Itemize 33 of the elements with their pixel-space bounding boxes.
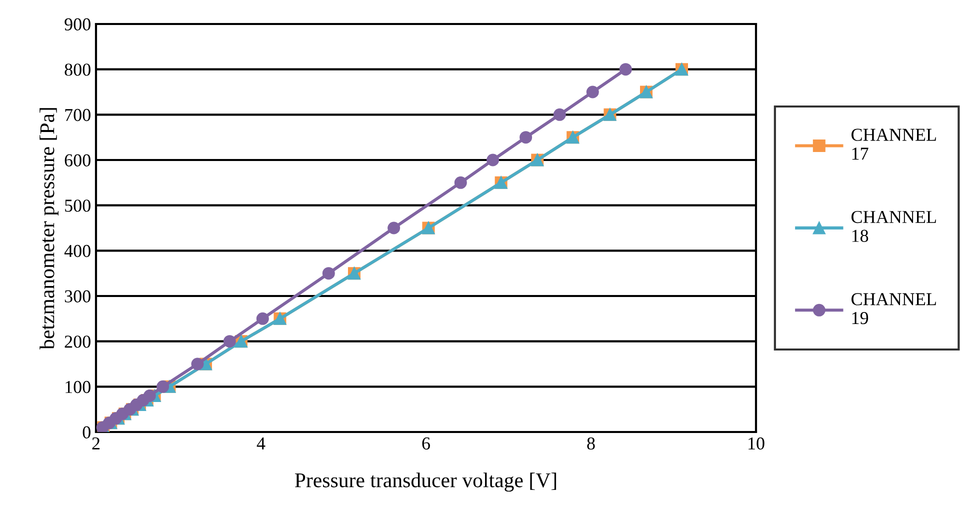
y-tick-label: 300 — [64, 290, 90, 302]
x-tick-label: 2 — [92, 437, 100, 450]
legend-label: CHANNEL 19 — [852, 293, 936, 324]
point — [619, 63, 632, 76]
point — [520, 131, 532, 144]
point — [191, 358, 204, 370]
y-tick-label: 500 — [65, 200, 90, 212]
point — [322, 267, 335, 280]
x-tick-label: 6 — [422, 437, 430, 450]
y-tick-label: 200 — [64, 336, 90, 348]
x-tick-label: 10 — [748, 437, 764, 450]
point — [256, 312, 269, 325]
y-tick-label: 0 — [82, 426, 90, 438]
x-tick-label: 8 — [587, 437, 595, 450]
point — [156, 380, 170, 393]
point — [143, 389, 156, 402]
y-tick-label: 100 — [66, 380, 90, 394]
point — [454, 176, 467, 189]
y-tick-label: 700 — [65, 108, 90, 122]
y-tick-label: 400 — [64, 244, 90, 258]
y-axis-title: betzmanometer pressure [Pa] — [40, 108, 58, 350]
point — [553, 108, 566, 121]
y-tick-label: 600 — [64, 154, 90, 166]
point — [586, 86, 599, 98]
legend-label: CHANNEL 18 — [852, 210, 936, 242]
point — [223, 335, 236, 348]
y-tick-label: 900 — [64, 18, 90, 30]
x-axis-title: Pressure transducer voltage [V] — [294, 472, 556, 492]
x-tick-label: 4 — [256, 438, 266, 450]
y-tick-label: 800 — [64, 64, 90, 76]
point — [486, 154, 500, 166]
legend-label: CHANNEL 17 — [852, 128, 936, 160]
point — [388, 222, 400, 234]
